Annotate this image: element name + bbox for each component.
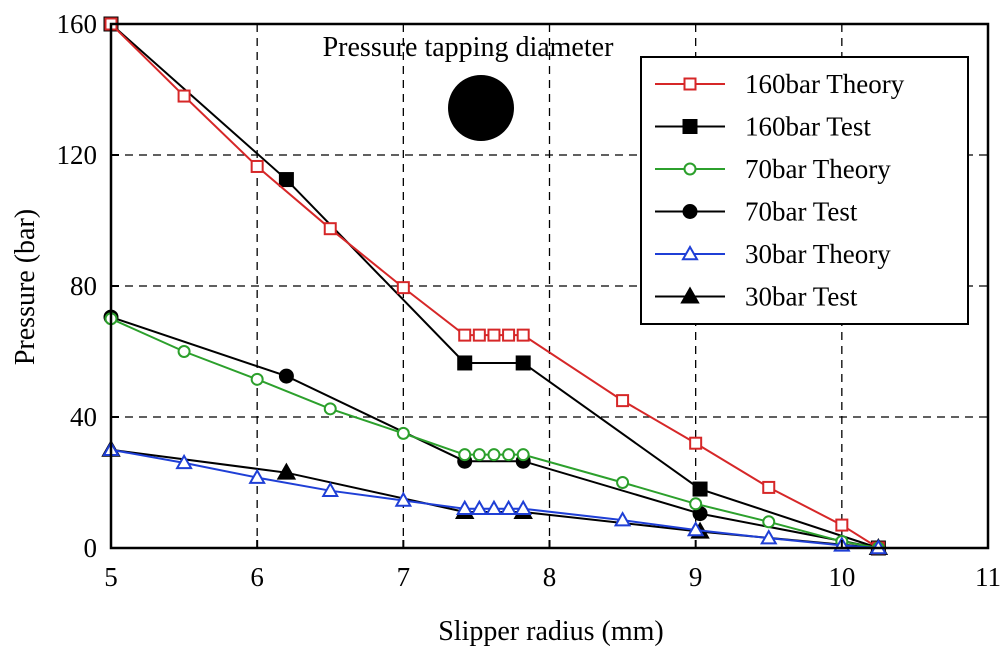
x-tick-label: 8 (543, 562, 557, 592)
data-point (515, 355, 531, 371)
legend-entry: 70bar Test (655, 197, 858, 227)
series-layer (101, 16, 889, 556)
x-tick-label: 9 (689, 562, 703, 592)
data-point (516, 328, 530, 342)
data-point (321, 481, 339, 497)
legend-entry: 70bar Theory (655, 154, 891, 184)
legend: 160bar Theory 160bar Test 70bar Theory 70ba… (640, 56, 969, 325)
legend-label: 70bar Theory (745, 154, 891, 184)
data-point (760, 529, 778, 545)
data-point (616, 476, 630, 489)
y-tick-label: 120 (57, 140, 98, 170)
data-point (323, 222, 337, 236)
tapping-diameter-dot (448, 75, 514, 141)
data-point (686, 520, 705, 537)
data-point (250, 372, 264, 386)
data-point (458, 448, 472, 462)
legend-entry: 160bar Test (655, 112, 871, 142)
data-point (689, 436, 703, 450)
data-point (616, 394, 630, 408)
data-point (502, 448, 516, 462)
series-line (110, 448, 879, 549)
series-line (110, 23, 879, 549)
legend-swatch-marker (683, 77, 697, 91)
legend-label: 160bar Test (745, 112, 871, 142)
data-point (278, 368, 294, 384)
annotation-label: Pressure tapping diameter (323, 32, 614, 63)
data-point (323, 402, 337, 416)
data-point (514, 499, 532, 515)
data-point (248, 468, 266, 484)
data-point (499, 499, 518, 515)
y-axis-label: Pressure (bar) (10, 209, 41, 365)
legend-swatch-marker (682, 119, 698, 134)
pressure-tapping-annotation: Pressure tapping diameter (323, 32, 614, 141)
legend-entry: 160bar Theory (655, 69, 905, 99)
legend-entry: 30bar Theory (655, 239, 891, 269)
data-point (394, 491, 413, 507)
y-tick-label: 160 (57, 9, 98, 39)
data-point (396, 426, 410, 440)
legend-entry: 30bar Test (655, 282, 858, 312)
legend-label: 160bar Theory (745, 69, 905, 99)
data-point (487, 328, 501, 342)
legend-swatch-marker (681, 244, 699, 261)
legend-swatch-marker (680, 286, 700, 304)
legend-box (640, 56, 969, 325)
series-2 (104, 312, 885, 555)
data-point (458, 328, 472, 342)
data-point (396, 281, 410, 295)
data-point (177, 89, 191, 103)
legend-swatch-marker (683, 162, 697, 176)
data-point (250, 159, 264, 173)
x-tick-label: 10 (828, 562, 855, 592)
x-tick-label: 5 (104, 562, 118, 592)
data-point (457, 355, 473, 371)
data-point (276, 462, 297, 480)
data-point (472, 448, 486, 462)
x-tick-label: 7 (397, 562, 411, 592)
axis-ticks: 5 6 7 8 9 10 11 0 40 80 120 160 (57, 9, 1002, 592)
legend-swatch-marker (682, 204, 698, 219)
data-point (175, 453, 193, 470)
data-point (502, 328, 516, 342)
x-tick-label: 6 (250, 562, 264, 592)
x-tick-label: 11 (975, 562, 1001, 592)
legend-label: 70bar Test (745, 197, 858, 227)
legend-label: 30bar Theory (745, 239, 891, 269)
legend-label: 30bar Test (745, 282, 858, 312)
data-point (613, 511, 632, 527)
series-line (110, 316, 879, 549)
series-4 (102, 440, 888, 555)
data-point (485, 499, 503, 515)
y-tick-label: 0 (84, 533, 98, 563)
data-point (177, 345, 191, 358)
y-tick-label: 40 (70, 402, 97, 432)
data-point (689, 497, 703, 511)
data-point (762, 515, 776, 529)
data-point (472, 328, 486, 342)
data-point (516, 448, 530, 462)
data-point (487, 448, 501, 462)
data-point (835, 518, 849, 532)
data-point (692, 481, 708, 497)
y-tick-label: 80 (70, 271, 97, 301)
data-point (470, 499, 489, 515)
data-point (456, 499, 474, 515)
data-point (762, 480, 776, 494)
x-axis-label: Slipper radius (mm) (438, 616, 664, 647)
data-point (278, 172, 294, 188)
